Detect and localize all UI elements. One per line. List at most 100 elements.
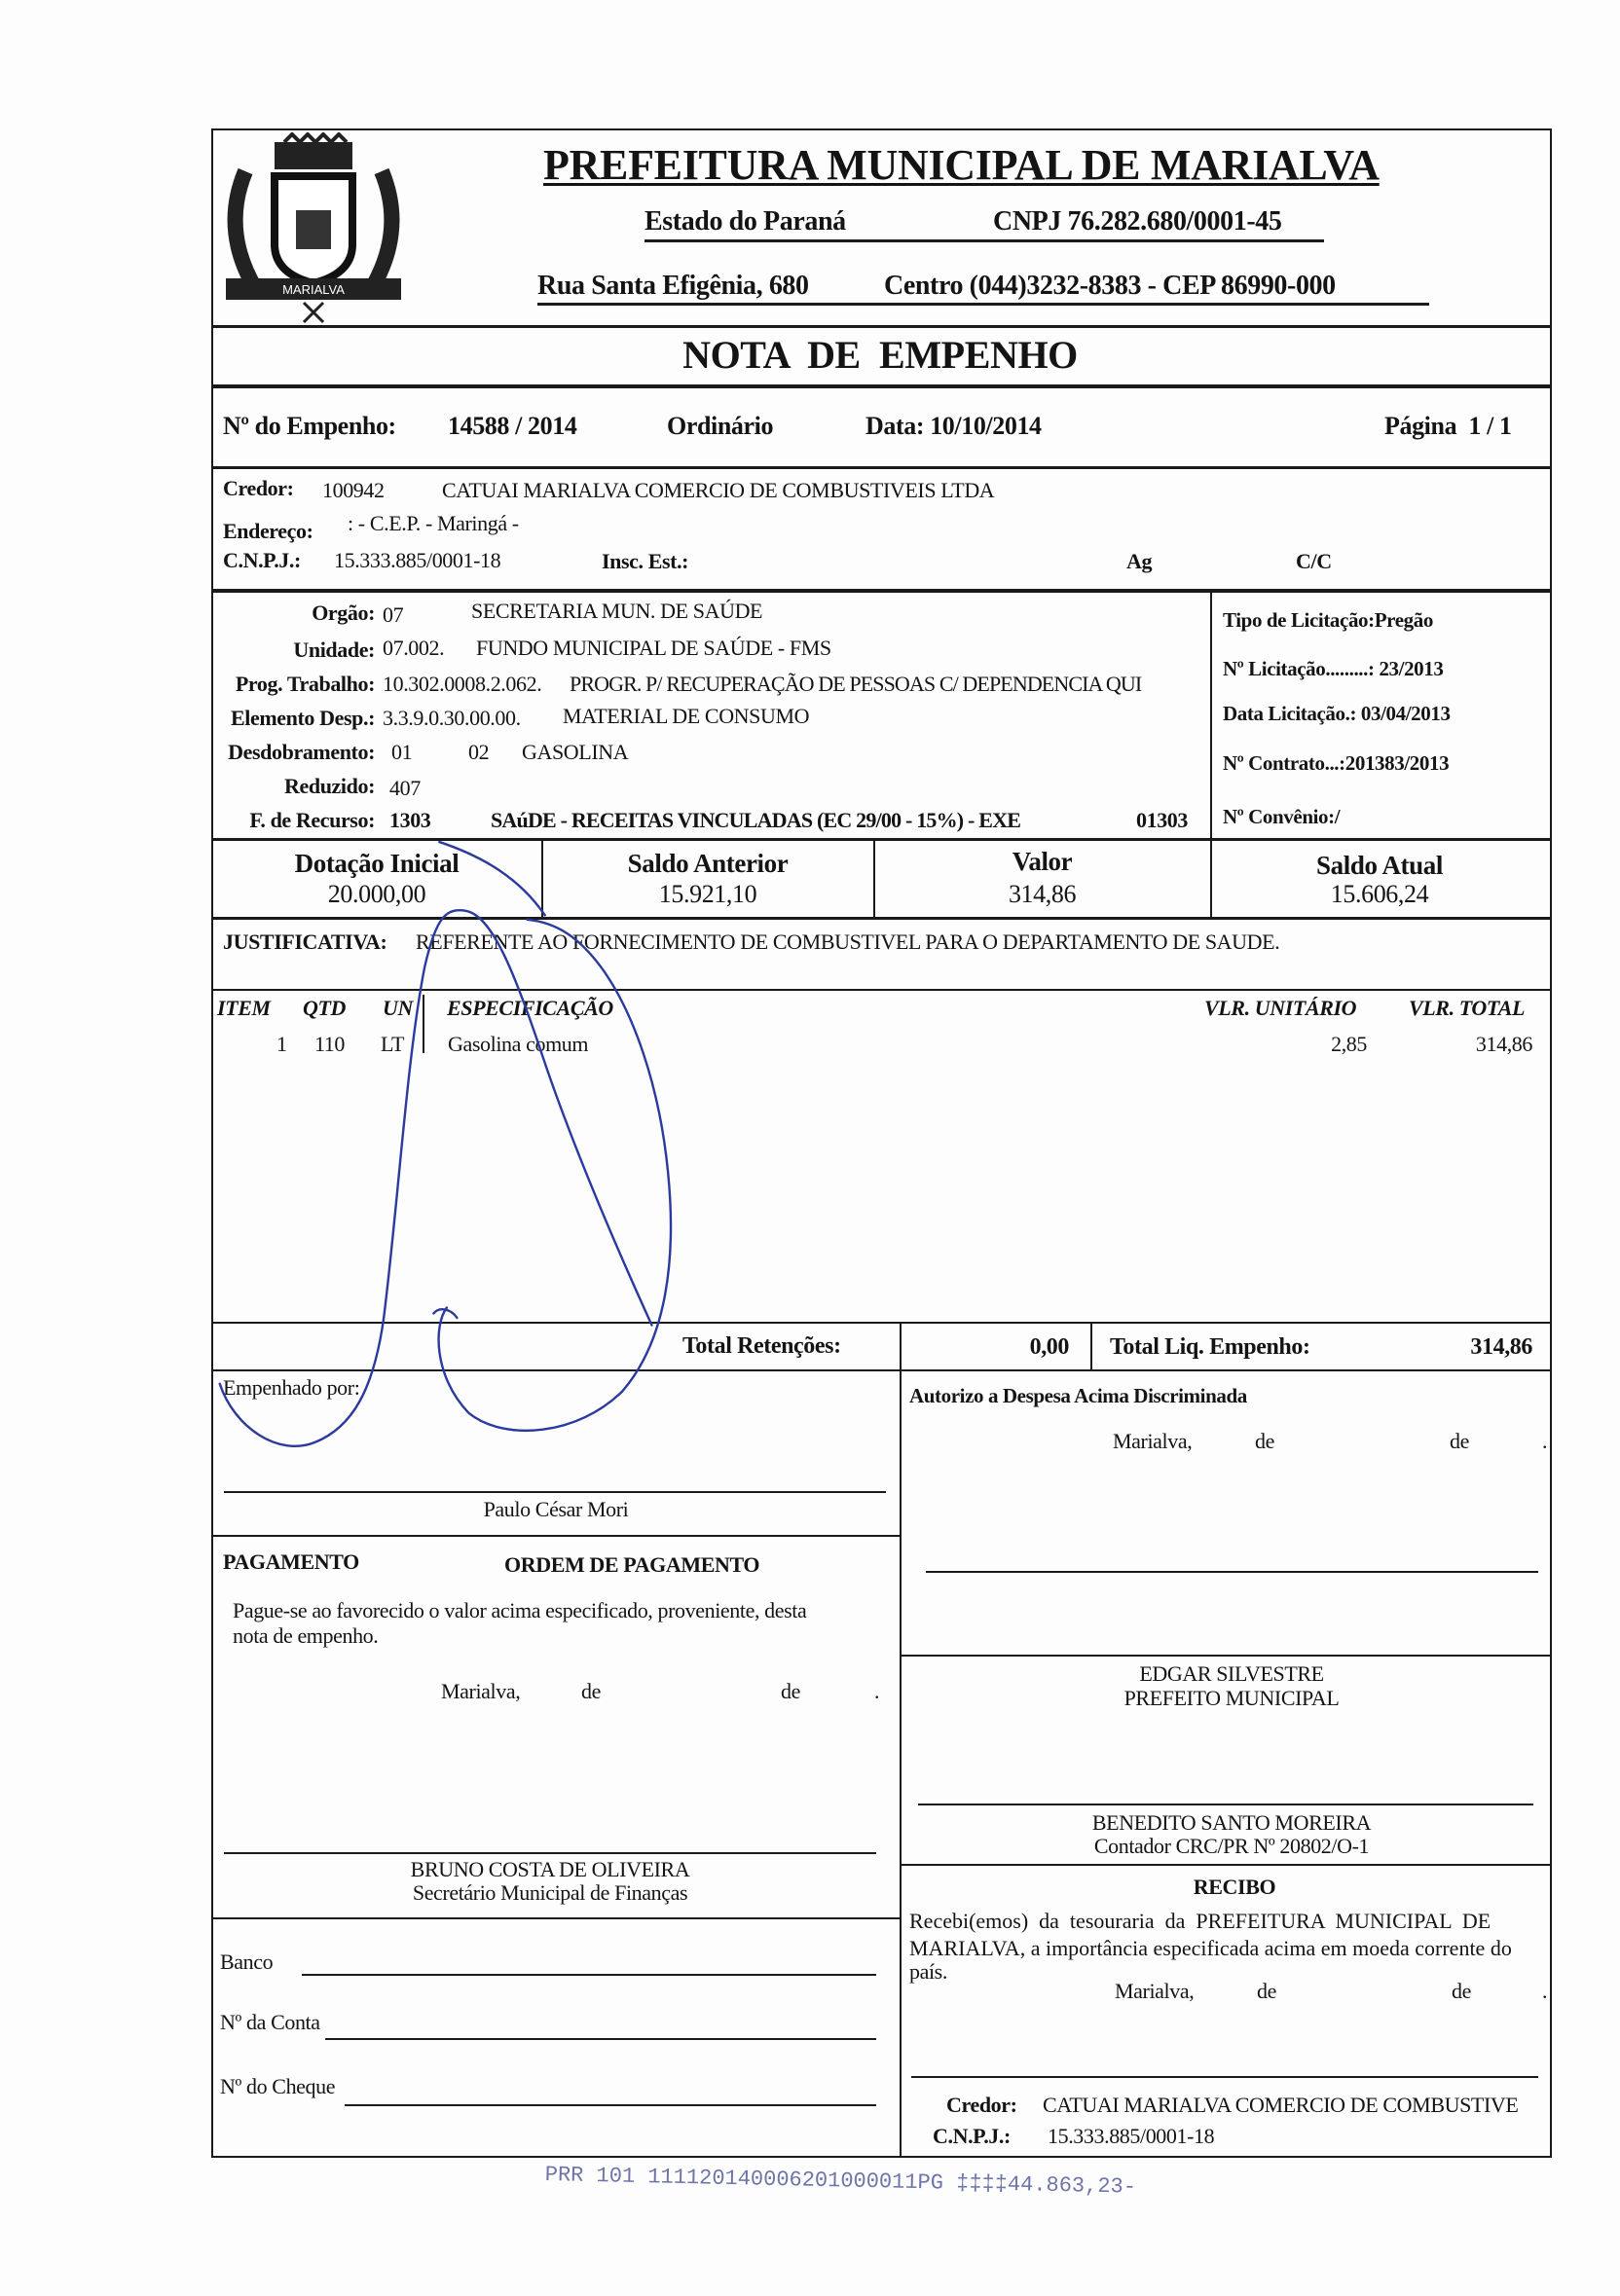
desdobramento-label: Desdobramento:	[228, 740, 375, 764]
item-un: LT	[381, 1032, 405, 1056]
recibo-credor-label: Credor:	[946, 2093, 1017, 2117]
secretario-name: BRUNO COSTA DE OLIVEIRA	[410, 1857, 690, 1881]
conta-field[interactable]	[325, 2038, 876, 2040]
saldo-anterior-label: Saldo Anterior	[627, 849, 789, 878]
numero-contrato: Nº Contrato...:201383/2013	[1223, 751, 1450, 775]
credor-name: CATUAI MARIALVA COMERCIO DE COMBUSTIVEIS…	[442, 478, 995, 502]
elemento-desp-code: 3.3.9.0.30.00.00.	[383, 706, 521, 730]
banco-field[interactable]	[302, 1974, 876, 1976]
contador-role: Contador CRC/PR Nº 20802/O-1	[1093, 1834, 1370, 1858]
prog-trabalho-code: 10.302.0008.2.062.	[383, 672, 542, 696]
cheque-label: Nº do Cheque	[220, 2074, 336, 2098]
col-valor-unitario: VLR. UNITÁRIO	[1204, 996, 1357, 1020]
recibo-cnpj: 15.333.885/0001-18	[1048, 2124, 1215, 2148]
divider-vertical	[1210, 591, 1212, 840]
municipal-coat-of-arms-logo: MARIALVA	[226, 132, 401, 324]
credor-cnpj: 15.333.885/0001-18	[334, 548, 501, 572]
desdobramento-1: 01	[391, 740, 413, 764]
address-underline	[537, 303, 1429, 306]
dotacao-inicial-label: Dotação Inicial	[294, 849, 460, 878]
header-title: PREFEITURA MUNICIPAL DE MARIALVA	[543, 141, 1380, 189]
recibo-text-1: Recebi(emos) da tesouraria da PREFEITURA…	[909, 1909, 1491, 1933]
orgao-label: Orgão:	[312, 601, 375, 625]
retencoes-label: Total Retenções:	[682, 1333, 841, 1359]
divider	[211, 1322, 1550, 1324]
prefeito-role: PREFEITO MUNICIPAL	[1123, 1686, 1340, 1710]
pagamento-text-2: nota de empenho.	[233, 1623, 379, 1648]
signature-line	[224, 1852, 876, 1854]
saldo-anterior-value: 15.921,10	[658, 880, 757, 908]
divider	[211, 989, 1550, 991]
col-un: UN	[383, 996, 413, 1020]
empenho-date: Data: 10/10/2014	[865, 412, 1042, 440]
empenho-number-label: Nº do Empenho:	[223, 412, 396, 440]
prog-trabalho-label: Prog. Trabalho:	[235, 672, 376, 696]
divider	[211, 1917, 901, 1919]
signature-line	[224, 1491, 886, 1493]
header-cnpj: CNPJ 76.282.680/0001-45	[993, 206, 1282, 237]
justificativa-label: JUSTIFICATIVA:	[223, 929, 387, 954]
prog-trabalho-name: PROGR. P/ RECUPERAÇÃO DE PESSOAS C/ DEPE…	[570, 672, 1142, 696]
divider	[211, 384, 1550, 388]
empenhado-por-label: Empenhado por:	[223, 1375, 360, 1400]
saldo-atual-value: 15.606,24	[1330, 880, 1429, 908]
divider-vertical	[1090, 1323, 1092, 1371]
divider	[211, 838, 1550, 841]
recibo-de-1: de	[1257, 1979, 1276, 2003]
divider	[211, 325, 1550, 328]
item-spec: Gasolina comum	[448, 1032, 589, 1056]
autorizo-dot: .	[1542, 1429, 1548, 1453]
recibo-text-3: país.	[909, 1959, 947, 1984]
tipo-licitacao: Tipo de Licitação:Pregão	[1223, 608, 1433, 632]
reduzido-value: 407	[389, 776, 421, 800]
empenhado-por-name: Paulo César Mori	[483, 1497, 629, 1521]
total-liquido-value: 314,86	[1470, 1334, 1532, 1360]
item-unit-value: 2,85	[1331, 1032, 1367, 1056]
divider	[901, 1655, 1550, 1657]
prefeito-name: EDGAR SILVESTRE	[1139, 1661, 1324, 1686]
recibo-dot: .	[1542, 1979, 1548, 2003]
item-number: 1	[276, 1032, 287, 1056]
justificativa-text: REFERENTE AO FORNECIMENTO DE COMBUSTIVEL…	[416, 929, 1280, 954]
col-item: ITEM	[217, 996, 271, 1020]
pagamento-label: PAGAMENTO	[223, 1549, 359, 1574]
divider	[211, 917, 1550, 920]
cc-label: C/C	[1296, 549, 1332, 573]
pagamento-city: Marialva,	[441, 1679, 521, 1703]
unidade-label: Unidade:	[293, 638, 375, 662]
header-underline	[644, 239, 1324, 242]
pagamento-dot: .	[874, 1679, 880, 1703]
dotacao-inicial-value: 20.000,00	[327, 880, 426, 908]
svg-text:MARIALVA: MARIALVA	[282, 282, 345, 297]
empenho-number: 14588 / 2014	[448, 412, 577, 440]
numero-licitacao: Nº Licitação.........: 23/2013	[1223, 657, 1444, 680]
orgao-code: 07	[383, 602, 404, 627]
ag-label: Ag	[1126, 549, 1153, 573]
pagamento-de-1: de	[581, 1679, 601, 1703]
header-address: Rua Santa Efigênia, 680	[537, 271, 809, 301]
col-qtd: QTD	[303, 996, 347, 1020]
recurso-label: F. de Recurso:	[249, 808, 375, 832]
divider	[211, 1535, 901, 1537]
col-valor-total: VLR. TOTAL	[1409, 996, 1526, 1020]
retencoes-value: 0,00	[1029, 1334, 1070, 1360]
insc-est-label: Insc. Est.:	[602, 549, 689, 573]
recibo-text-2: MARIALVA, a importância especificada aci…	[909, 1936, 1512, 1960]
recibo-title: RECIBO	[1193, 1875, 1276, 1899]
secretario-role: Secretário Municipal de Finanças	[412, 1880, 688, 1905]
autorizo-label: Autorizo a Despesa Acima Discriminada	[909, 1384, 1247, 1407]
bank-stamp: PRR 101 111120140006201000011PG ‡‡‡‡44.8…	[544, 2163, 1137, 2200]
cheque-field[interactable]	[345, 2104, 876, 2106]
document-frame	[211, 128, 1552, 2158]
total-liquido-label: Total Liq. Empenho:	[1110, 1334, 1310, 1360]
credor-address: : - C.E.P. - Maringá -	[348, 511, 519, 535]
recibo-credor-name: CATUAI MARIALVA COMERCIO DE COMBUSTIVE	[1043, 2093, 1519, 2117]
data-licitacao: Data Licitação.: 03/04/2013	[1223, 702, 1451, 725]
divider	[211, 1369, 1550, 1371]
divider-vertical	[873, 840, 875, 918]
cnpj-label: C.N.P.J.:	[223, 548, 301, 572]
conta-label: Nº da Conta	[220, 2010, 320, 2034]
signature-line	[926, 1571, 1538, 1573]
orgao-name: SECRETARIA MUN. DE SAÚDE	[471, 599, 763, 623]
